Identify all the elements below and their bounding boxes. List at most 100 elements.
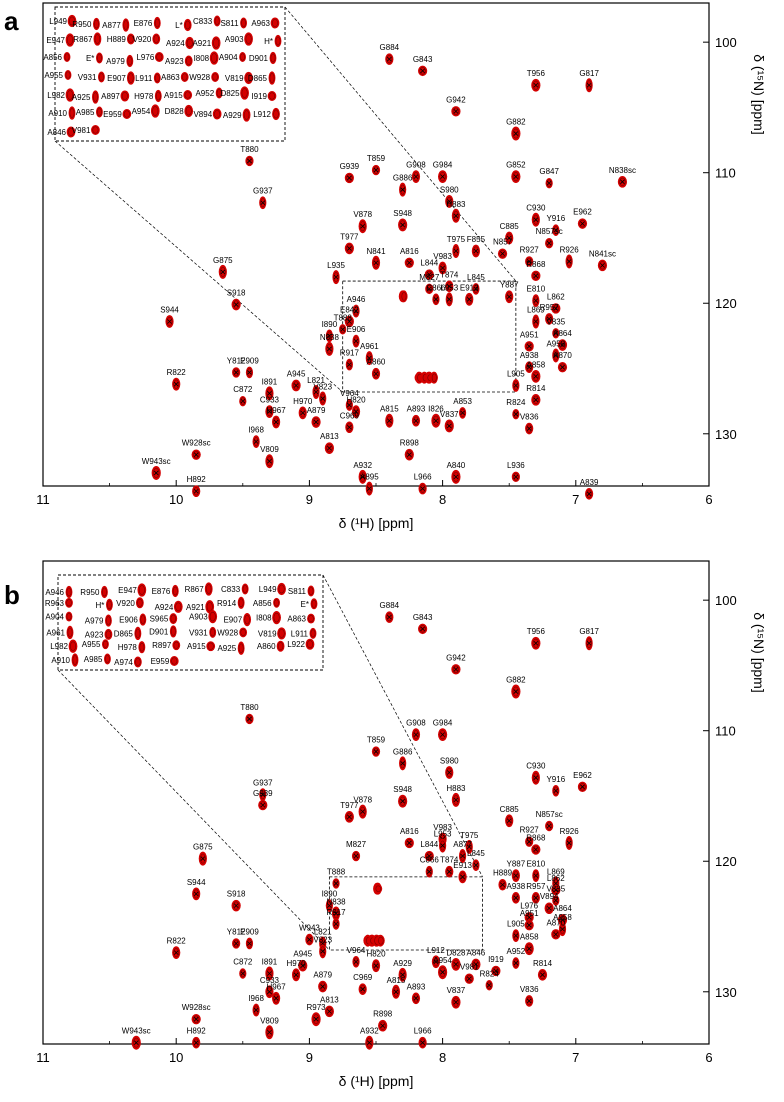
peak-contour-inner	[346, 360, 352, 369]
peak-label: T874	[440, 270, 459, 279]
peak-contour-inner	[553, 350, 559, 361]
peak-contour-inner	[526, 363, 533, 372]
peak-contour-inner	[413, 730, 419, 740]
peak: L844	[420, 840, 439, 862]
peak-contour-inner	[366, 483, 372, 494]
peak-contour-inner	[105, 655, 110, 663]
peak-center-mark	[473, 286, 479, 292]
peak-center-mark	[586, 82, 592, 88]
peak-label: S948	[393, 209, 412, 218]
peak-label: N841sc	[589, 249, 616, 258]
peak: T956	[527, 69, 546, 92]
inset-peak-label: L911	[291, 629, 309, 638]
peak-center-mark	[553, 353, 559, 358]
peak-center-mark	[440, 843, 445, 848]
peak-contour-inner	[359, 985, 366, 994]
peak-label: H820	[366, 950, 386, 959]
peak-center-mark	[600, 263, 605, 268]
peak-contour-inner	[532, 272, 539, 280]
peak-contour-inner	[353, 957, 359, 966]
peak-center-mark	[173, 950, 179, 955]
inset-peak: E*	[301, 598, 318, 610]
peak-label: Y887	[507, 860, 526, 869]
peak-label: G908	[406, 161, 426, 170]
peak-contour-inner	[473, 861, 479, 870]
inset-peak-label: R867	[185, 585, 205, 594]
peak-contour-inner	[353, 306, 359, 316]
peak: H970	[287, 959, 306, 982]
inset-peak: L982	[50, 639, 78, 653]
peak-contour-inner	[67, 128, 75, 136]
peak-center-mark	[247, 716, 252, 722]
peak-label: Y812	[227, 927, 246, 936]
peak-center-mark	[413, 996, 419, 1001]
inset-peak: V819	[225, 71, 253, 85]
peak-label: T956	[527, 627, 546, 636]
inset-peak: A979	[106, 54, 134, 68]
peak: G875	[193, 843, 213, 866]
inset-peak: A929	[223, 108, 251, 122]
peak: Y916	[546, 775, 566, 797]
peak-center-mark	[580, 784, 585, 790]
peak-center-mark	[193, 891, 199, 897]
peak-label: G937	[253, 187, 273, 196]
peak-label: W943sc	[142, 457, 171, 466]
peak-label: E909	[240, 927, 259, 936]
peak-center-mark	[373, 371, 379, 377]
peak-label: T888	[327, 867, 346, 876]
peak-center-mark	[553, 898, 559, 903]
y-axis-label: δ (¹⁵N) [ppm]	[751, 612, 767, 693]
peak-contour-inner	[259, 801, 266, 809]
peak: R822	[167, 368, 186, 391]
peak-center-mark	[533, 873, 539, 878]
peak-contour-inner	[184, 20, 191, 30]
inset-peak-label: A954	[132, 107, 151, 116]
peak-center-mark	[407, 452, 412, 457]
peak: R927	[520, 245, 540, 267]
peak: L953	[440, 283, 459, 307]
peak-label: A816	[400, 827, 419, 836]
peak-contour-inner	[552, 930, 559, 939]
peak-contour-inner	[566, 256, 572, 267]
peak-center-mark	[473, 248, 479, 254]
peak-contour-inner	[553, 329, 559, 337]
inset-peak: A897	[101, 90, 130, 102]
peak-label: A951	[520, 909, 539, 918]
peak: V878	[353, 796, 373, 819]
peak-center-mark	[267, 458, 272, 464]
peak-contour-inner	[533, 871, 539, 881]
inset-peak: R950	[72, 17, 100, 31]
peak-contour-inner	[353, 407, 359, 417]
peak-center-mark	[433, 297, 439, 302]
peak-contour-inner	[260, 198, 266, 208]
peak-center-mark	[313, 389, 319, 395]
peak-center-mark	[446, 283, 452, 289]
inset-peak-label: E876	[134, 19, 153, 28]
peak-contour-inner	[319, 982, 326, 991]
peak-center-mark	[513, 689, 519, 694]
inset-peak-label: E876	[152, 587, 171, 596]
peak: V836	[520, 413, 539, 435]
peak-label: R927	[520, 245, 540, 254]
peak-center-mark	[353, 853, 359, 859]
inset-peak-label: A897	[101, 92, 120, 101]
peak-contour-inner	[69, 108, 75, 118]
peak: M827	[419, 273, 440, 295]
peak-label: V964	[347, 946, 366, 955]
peak: G908	[406, 161, 426, 184]
peak-label: E810	[526, 285, 545, 294]
peak-contour-inner	[139, 642, 145, 652]
peak: V809	[260, 445, 279, 469]
peak-contour-inner	[526, 342, 533, 351]
x-tick-label: 11	[36, 492, 50, 507]
inset-peak: A856	[43, 52, 71, 62]
inset-peak-label: L922	[287, 640, 305, 649]
peak-contour-inner	[193, 1038, 200, 1047]
peak: T874	[440, 270, 459, 293]
peak-contour-inner	[326, 444, 333, 453]
peak-center-mark	[240, 398, 246, 404]
peak-contour-inner	[266, 388, 273, 399]
peak-label: A815	[380, 405, 399, 414]
peak-label: T880	[240, 145, 259, 154]
peak: S948	[393, 209, 413, 232]
